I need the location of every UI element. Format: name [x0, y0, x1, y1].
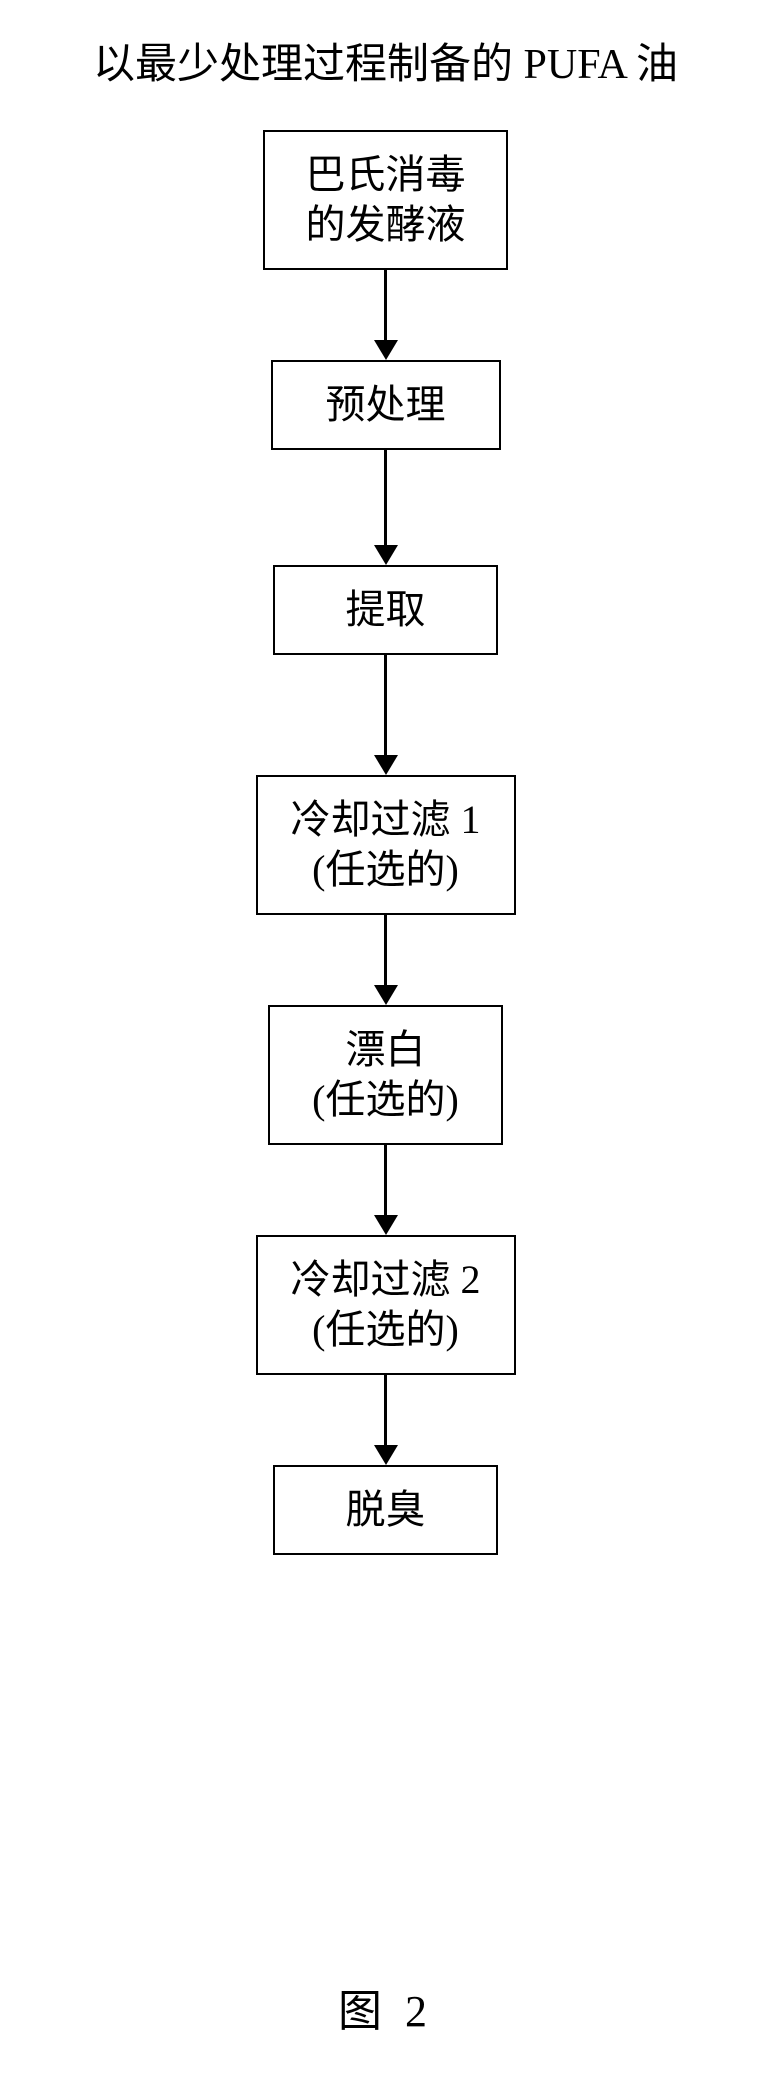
- arrow-shaft: [384, 450, 387, 545]
- box-line2: 的发酵液: [306, 200, 466, 250]
- box-line2: (任选的): [312, 1305, 459, 1355]
- arrow-shaft: [384, 655, 387, 755]
- box-line1: 巴氏消毒: [306, 150, 466, 200]
- flowchart: 巴氏消毒 的发酵液 预处理 提取 冷却过滤 1 (任选的) 漂白 (任选的) 冷…: [256, 130, 516, 1555]
- box-line2: (任选的): [312, 1075, 459, 1125]
- flow-box-extraction: 提取: [273, 565, 498, 655]
- flow-box-deodorization: 脱臭: [273, 1465, 498, 1555]
- box-line1: 冷却过滤 1: [291, 795, 481, 845]
- flow-box-cooling-filter-1: 冷却过滤 1 (任选的): [256, 775, 516, 915]
- arrow-icon: [374, 1145, 398, 1235]
- page-title: 以最少处理过程制备的 PUFA 油: [93, 30, 678, 91]
- arrow-head: [374, 340, 398, 360]
- figure-caption: 图 2: [338, 1975, 433, 2039]
- arrow-icon: [374, 655, 398, 775]
- arrow-head: [374, 755, 398, 775]
- box-line1: 冷却过滤 2: [291, 1255, 481, 1305]
- box-line1: 脱臭: [346, 1485, 426, 1535]
- flow-box-pasteurized-broth: 巴氏消毒 的发酵液: [263, 130, 508, 270]
- flow-box-cooling-filter-2: 冷却过滤 2 (任选的): [256, 1235, 516, 1375]
- arrow-head: [374, 985, 398, 1005]
- arrow-shaft: [384, 1145, 387, 1215]
- flow-box-bleaching: 漂白 (任选的): [268, 1005, 503, 1145]
- box-line2: (任选的): [312, 845, 459, 895]
- arrow-icon: [374, 270, 398, 360]
- flow-box-pretreatment: 预处理: [271, 360, 501, 450]
- arrow-shaft: [384, 270, 387, 340]
- arrow-shaft: [384, 1375, 387, 1445]
- arrow-shaft: [384, 915, 387, 985]
- arrow-icon: [374, 1375, 398, 1465]
- arrow-head: [374, 545, 398, 565]
- arrow-icon: [374, 915, 398, 1005]
- arrow-icon: [374, 450, 398, 565]
- box-line1: 提取: [346, 585, 426, 635]
- arrow-head: [374, 1215, 398, 1235]
- box-line1: 漂白: [346, 1025, 426, 1075]
- arrow-head: [374, 1445, 398, 1465]
- box-line1: 预处理: [326, 380, 446, 430]
